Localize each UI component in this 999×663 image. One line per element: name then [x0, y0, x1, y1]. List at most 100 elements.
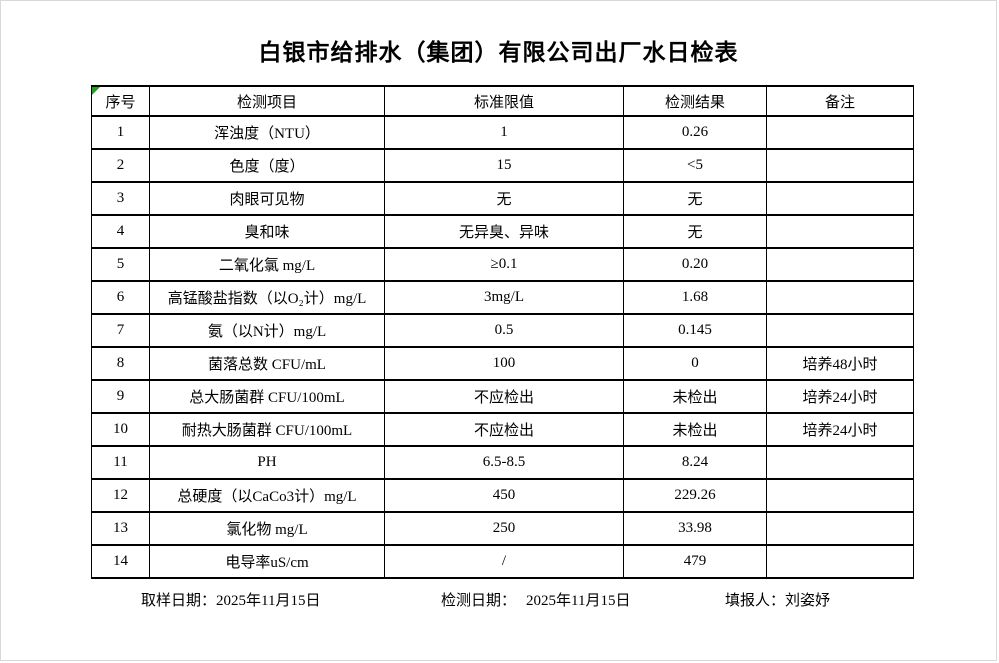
cell-standard: 250	[384, 511, 624, 546]
test-date: 检测日期： 2025年11月15日	[441, 589, 630, 610]
test-date-value: 2025年11月15日	[526, 593, 631, 609]
table-row: 10 耐热大肠菌群 CFU/100mL 不应检出 未检出 培养24小时	[91, 412, 914, 447]
cell-remark	[766, 511, 914, 546]
reporter-value: 刘姿妤	[785, 593, 831, 609]
cell-item: 肉眼可见物	[149, 181, 385, 216]
cell-item: 臭和味	[149, 214, 385, 249]
cell-item: 高锰酸盐指数（以O₂计）mg/L	[149, 280, 385, 315]
cell-item: 氨（以N计）mg/L	[149, 313, 385, 348]
test-date-label: 检测日期：	[441, 593, 517, 609]
reporter-label: 填报人：	[725, 593, 786, 609]
cell-index: 6	[91, 280, 150, 315]
cell-result: 未检出	[623, 412, 767, 447]
cell-standard: 不应检出	[384, 379, 624, 414]
cell-index: 2	[91, 148, 150, 183]
table-row: 8 菌落总数 CFU/mL 100 0 培养48小时	[91, 346, 914, 381]
cell-standard: ≥0.1	[384, 247, 624, 282]
table-row: 14 电导率uS/cm / 479	[91, 544, 914, 579]
cell-standard: 不应检出	[384, 412, 624, 447]
cell-remark: 培养48小时	[766, 346, 914, 381]
header-item: 检测项目	[149, 85, 385, 117]
table-row: 2 色度（度） 15 <5	[91, 148, 914, 183]
cell-result: <5	[623, 148, 767, 183]
cell-remark	[766, 247, 914, 282]
header-result: 检测结果	[623, 85, 767, 117]
cell-item: PH	[149, 445, 385, 480]
cell-index: 13	[91, 511, 150, 546]
cell-standard: 450	[384, 478, 624, 513]
reporter: 填报人：刘姿妤	[725, 589, 830, 610]
cell-result: 无	[623, 181, 767, 216]
cell-index: 5	[91, 247, 150, 282]
cell-standard: 0.5	[384, 313, 624, 348]
cell-index: 4	[91, 214, 150, 249]
header-standard-limit: 标准限值	[384, 85, 624, 117]
sampling-date: 取样日期：2025年11月15日	[141, 589, 320, 610]
table-row: 9 总大肠菌群 CFU/100mL 不应检出 未检出 培养24小时	[91, 379, 914, 414]
page-title: 白银市给排水（集团）有限公司出厂水日检表	[258, 40, 739, 65]
cell-remark	[766, 445, 914, 480]
header-remark: 备注	[766, 85, 914, 117]
table-row: 3 肉眼可见物 无 无	[91, 181, 914, 216]
cell-index: 8	[91, 346, 150, 381]
cell-result: 0	[623, 346, 767, 381]
table-row: 7 氨（以N计）mg/L 0.5 0.145	[91, 313, 914, 348]
cell-index: 9	[91, 379, 150, 414]
cell-standard: 3mg/L	[384, 280, 624, 315]
cell-result: 33.98	[623, 511, 767, 546]
cell-standard: 1	[384, 115, 624, 150]
cell-result: 0.26	[623, 115, 767, 150]
cell-result: 1.68	[623, 280, 767, 315]
table-row: 11 PH 6.5-8.5 8.24	[91, 445, 914, 480]
cell-remark	[766, 478, 914, 513]
cell-item: 色度（度）	[149, 148, 385, 183]
header-index: 序号	[91, 85, 150, 117]
inspection-table: 序号 检测项目 标准限值 检测结果 备注 1 浑浊度（NTU） 1 0.26 2…	[91, 85, 914, 579]
table-row: 12 总硬度（以CaCo3计）mg/L 450 229.26	[91, 478, 914, 513]
cell-result: 0.145	[623, 313, 767, 348]
sampling-date-value: 2025年11月15日	[216, 593, 321, 609]
cell-result: 未检出	[623, 379, 767, 414]
cell-standard: /	[384, 544, 624, 579]
cell-result: 479	[623, 544, 767, 579]
cell-result: 无	[623, 214, 767, 249]
cell-standard: 100	[384, 346, 624, 381]
cell-index: 7	[91, 313, 150, 348]
cell-item: 二氧化氯 mg/L	[149, 247, 385, 282]
cell-remark	[766, 280, 914, 315]
cell-standard: 15	[384, 148, 624, 183]
cell-index: 14	[91, 544, 150, 579]
cell-standard: 6.5-8.5	[384, 445, 624, 480]
cell-item: 总硬度（以CaCo3计）mg/L	[149, 478, 385, 513]
cell-remark: 培养24小时	[766, 412, 914, 447]
table-row: 1 浑浊度（NTU） 1 0.26	[91, 115, 914, 150]
table-row: 5 二氧化氯 mg/L ≥0.1 0.20	[91, 247, 914, 282]
cell-result: 229.26	[623, 478, 767, 513]
cell-index: 10	[91, 412, 150, 447]
cell-item: 氯化物 mg/L	[149, 511, 385, 546]
cell-result: 8.24	[623, 445, 767, 480]
header-index-label: 序号	[105, 94, 136, 111]
cell-item: 电导率uS/cm	[149, 544, 385, 579]
cell-item: 总大肠菌群 CFU/100mL	[149, 379, 385, 414]
cell-remark: 培养24小时	[766, 379, 914, 414]
cell-standard: 无	[384, 181, 624, 216]
cell-remark	[766, 544, 914, 579]
cell-standard: 无异臭、异味	[384, 214, 624, 249]
cell-item: 耐热大肠菌群 CFU/100mL	[149, 412, 385, 447]
sampling-date-label: 取样日期：	[141, 593, 217, 609]
cell-index: 1	[91, 115, 150, 150]
cell-remark	[766, 313, 914, 348]
table-row: 4 臭和味 无异臭、异味 无	[91, 214, 914, 249]
cell-remark	[766, 214, 914, 249]
cell-item: 菌落总数 CFU/mL	[149, 346, 385, 381]
cell-flag-triangle-icon	[92, 88, 100, 95]
cell-result: 0.20	[623, 247, 767, 282]
cell-remark	[766, 115, 914, 150]
table-row: 13 氯化物 mg/L 250 33.98	[91, 511, 914, 546]
cell-remark	[766, 181, 914, 216]
cell-remark	[766, 148, 914, 183]
table-header-row: 序号 检测项目 标准限值 检测结果 备注	[91, 85, 914, 117]
cell-index: 11	[91, 445, 150, 480]
